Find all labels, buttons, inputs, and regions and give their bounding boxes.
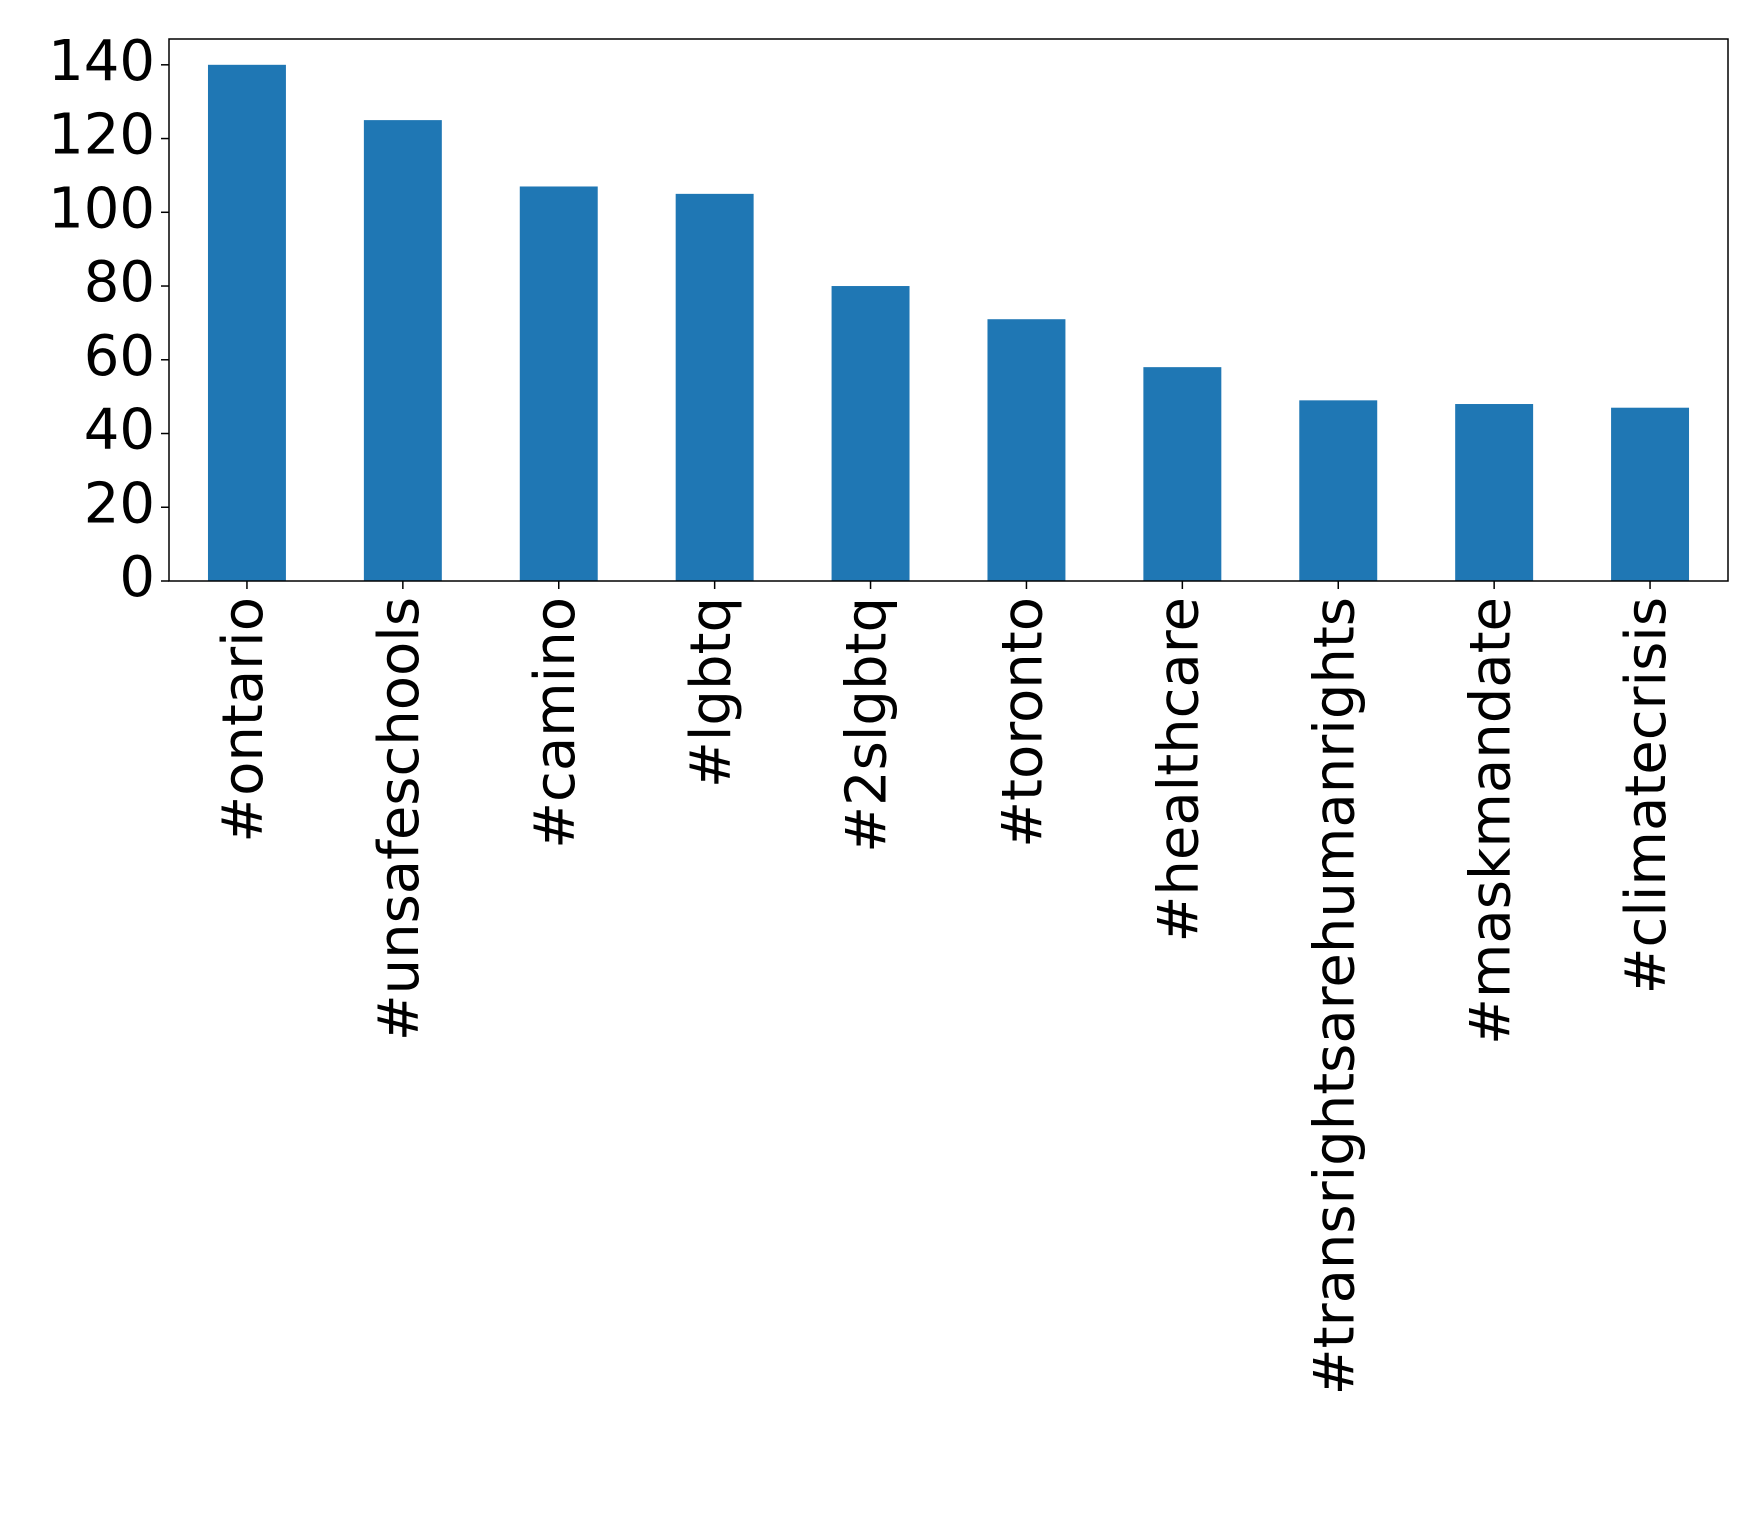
x-tick-label: #transrightsarehumanrights [1302, 597, 1367, 1395]
y-tick-label: 140 [48, 29, 155, 94]
x-tick-label: #2slgbtq [835, 597, 900, 853]
bar [1299, 400, 1378, 581]
y-tick-label: 40 [84, 398, 155, 463]
bar [1455, 404, 1534, 581]
y-tick-label: 0 [119, 545, 155, 610]
bar [675, 193, 754, 581]
bar [207, 64, 286, 582]
x-tick-label: #climatecrisis [1614, 597, 1679, 994]
bar [1143, 367, 1222, 581]
bar [363, 120, 442, 581]
x-tick-label: #camino [523, 597, 588, 849]
bar [831, 286, 910, 581]
x-tick-label: #unsafeschools [367, 597, 432, 1041]
y-tick-label: 60 [84, 324, 155, 389]
plot-frame [168, 38, 1729, 582]
y-tick-label: 100 [48, 176, 155, 241]
y-tick-label: 20 [84, 471, 155, 536]
y-tick-label: 120 [48, 103, 155, 168]
x-tick-label: #ontario [211, 597, 276, 843]
x-tick-label: #toronto [991, 597, 1056, 848]
bar [519, 186, 598, 582]
bar [1611, 407, 1690, 581]
bar [987, 319, 1066, 581]
y-tick-label: 80 [84, 250, 155, 315]
x-tick-label: #maskmandate [1458, 597, 1523, 1045]
x-tick-label: #healthcare [1146, 597, 1211, 943]
x-tick-label: #lgbtq [679, 597, 744, 788]
